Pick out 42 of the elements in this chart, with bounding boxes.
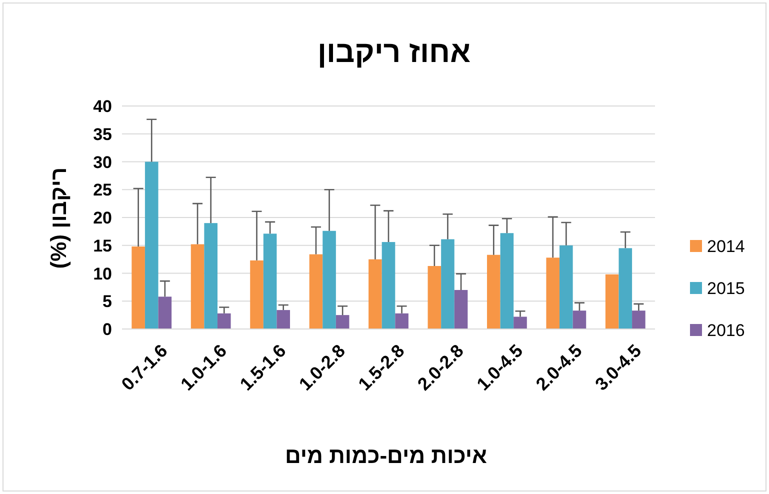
bar <box>336 315 350 329</box>
bar <box>428 266 442 329</box>
bar <box>572 310 586 329</box>
bar <box>250 260 264 329</box>
bar <box>618 248 632 329</box>
chart-title: אחוז ריקבון <box>317 36 471 69</box>
bar <box>309 254 323 329</box>
bar <box>217 313 231 329</box>
bar <box>132 246 145 329</box>
bar <box>514 316 527 329</box>
bar <box>441 239 454 329</box>
bar <box>395 313 408 329</box>
y-axis-title: ריקבון (%) <box>46 167 71 269</box>
bar <box>263 234 277 329</box>
bar <box>204 223 218 329</box>
y-tick-label: 25 <box>93 180 112 200</box>
bar <box>605 274 619 329</box>
y-tick-label: 40 <box>93 97 112 116</box>
y-tick-label: 0 <box>102 320 112 339</box>
y-tick-label: 15 <box>93 236 112 256</box>
bar <box>158 296 172 329</box>
bar <box>276 310 290 329</box>
bar <box>368 259 382 329</box>
legend-label: 2016 <box>707 321 745 340</box>
bar <box>632 310 646 329</box>
bar <box>382 242 396 329</box>
legend-label: 2014 <box>707 237 745 256</box>
bar <box>322 230 336 329</box>
bar <box>546 258 560 329</box>
bar <box>486 254 500 329</box>
legend-label: 2015 <box>707 279 745 298</box>
x-axis-title: איכות מים-כמות מים <box>285 443 487 468</box>
bar <box>454 290 468 329</box>
bar <box>560 245 573 329</box>
bar <box>190 244 204 329</box>
y-tick-label: 20 <box>93 208 112 228</box>
bar <box>500 233 514 329</box>
y-tick-label: 10 <box>93 264 112 284</box>
y-tick-label: 30 <box>93 152 112 172</box>
bar <box>144 162 158 329</box>
y-tick-label: 5 <box>102 292 112 312</box>
y-tick-label: 35 <box>93 124 112 144</box>
